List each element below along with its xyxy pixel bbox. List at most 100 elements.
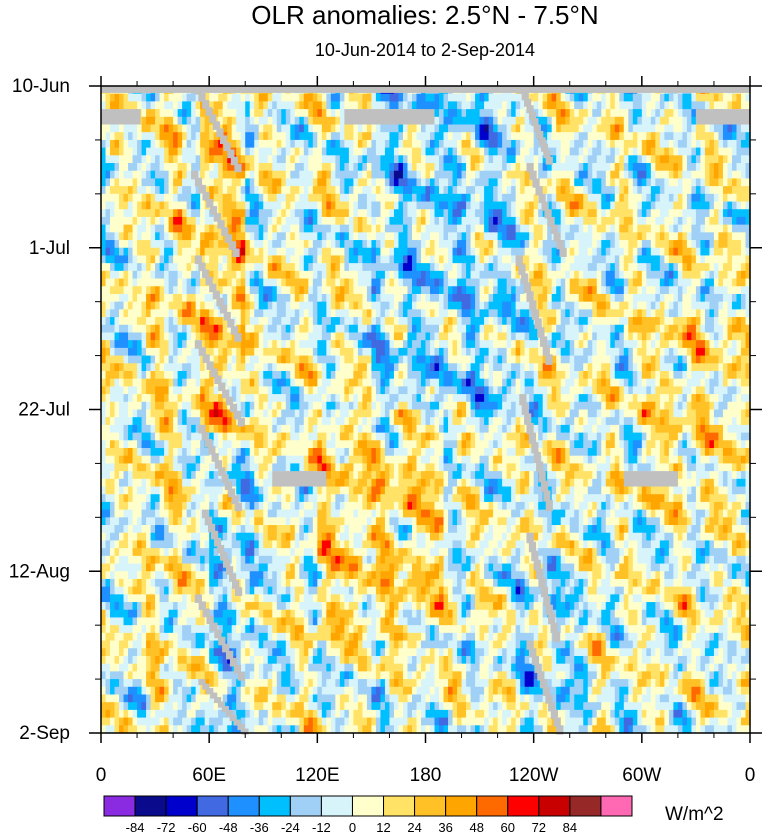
missing-data-segment [532,178,540,188]
missing-data-segment [272,471,327,487]
missing-data-segment [539,679,548,689]
missing-data-segment [198,262,206,272]
colorbar: -84 -72 -60 -48 -36 -24 -12 0 12 24 36 48 60 72 84 [103,795,633,834]
units-label: W/m^2 [665,804,724,825]
missing-data-segment [208,446,216,455]
missing-data-segment [219,304,228,314]
missing-data-segment [216,128,224,137]
missing-data-segment [218,636,226,646]
missing-data-segment [228,488,236,498]
missing-data-segment [526,105,534,114]
missing-data-segment [540,480,549,492]
colorbar-swatch [165,795,198,817]
missing-data-segment [219,551,228,561]
missing-data-segment [550,622,558,634]
missing-data-segment [202,354,210,363]
colorbar-swatch [538,795,571,817]
missing-data-segment [556,240,564,250]
missing-data-segment [211,453,219,462]
missing-data-segment [221,474,229,483]
colorbar-swatch [351,795,385,817]
missing-data-segment [232,580,240,589]
colorbar-swatch [414,795,447,817]
missing-data-segment [541,201,549,211]
x-tick-label: 0 [96,765,107,786]
missing-data-segment [209,206,218,215]
missing-data-segment [526,640,534,650]
missing-data-segment [214,375,222,385]
missing-data-segment [194,255,202,265]
missing-data-segment [529,170,537,180]
missing-data-segment [542,686,550,697]
missing-data-segment [194,177,203,187]
missing-data-segment [531,550,539,562]
missing-data-segment [538,193,546,204]
colorbar-swatch [569,795,602,817]
x-tick-label: 120E [295,765,339,786]
missing-data-segment [695,109,750,125]
colorbar-label: -60 [188,820,207,834]
missing-data-segment [101,109,141,125]
missing-data-segment [222,389,230,399]
missing-data-segment [206,198,214,208]
missing-data-segment [223,142,231,152]
colorbar-label: 84 [563,820,577,834]
missing-data-segment [519,86,527,94]
missing-data-segment [225,710,233,717]
missing-data-segment [534,318,542,329]
missing-data-segment [213,697,222,704]
missing-data-segment [218,382,226,392]
missing-data-segment [210,692,218,699]
missing-data-segment [224,234,233,243]
missing-data-segment [202,683,210,690]
missing-data-segment [542,345,550,356]
colorbar-swatch [289,795,322,817]
colorbar-swatch [227,795,260,817]
x-tick-label: 120W [509,765,559,786]
missing-data-segment [538,471,546,483]
missing-data-segment [221,227,229,236]
missing-data-segment [224,481,233,490]
missing-data-segment [198,347,206,356]
missing-data-segment [523,282,531,293]
missing-data-segment [210,530,219,540]
y-axis: 10-Jun 1-Jul 22-Jul 12-Aug 2-Sep [9,76,762,744]
missing-data-segment [550,224,558,234]
missing-data-segment [533,559,541,571]
missing-data-segment [201,509,210,519]
y-tick-label: 2-Sep [19,723,70,744]
missing-data-segment [529,300,537,311]
missing-data-segment [526,163,534,173]
y-tick-label: 22-Jul [18,400,70,421]
missing-data-segment [528,541,537,553]
missing-data-segment [515,255,523,266]
missing-data-segment [204,439,213,448]
missing-data-segment [533,451,541,464]
missing-data-layer [101,86,750,735]
colorbar-label: 0 [349,820,356,834]
chart-subtitle: 10-Jun-2014 to 2-Sep-2014 [314,40,536,60]
colorbar-label: -24 [281,820,300,834]
missing-data-segment [534,663,542,673]
missing-data-segment [222,559,231,568]
missing-data-segment [234,333,242,342]
missing-data-segment [539,336,548,347]
missing-data-segment [206,361,214,370]
missing-data-segment [237,417,245,427]
colorbar-swatch [600,795,633,817]
missing-data-segment [540,143,549,152]
missing-data-segment [536,461,544,473]
missing-data-segment [232,248,240,257]
missing-data-segment [223,311,231,321]
missing-data-segment [553,717,561,727]
colorbar-label: -12 [312,820,331,834]
missing-data-segment [623,471,678,487]
missing-data-segment [545,604,553,616]
missing-data-segment [221,706,229,713]
missing-data-segment [553,232,561,242]
missing-data-segment [217,220,225,229]
missing-data-segment [548,613,556,625]
missing-data-segment [194,340,202,349]
missing-data-segment [218,467,226,476]
